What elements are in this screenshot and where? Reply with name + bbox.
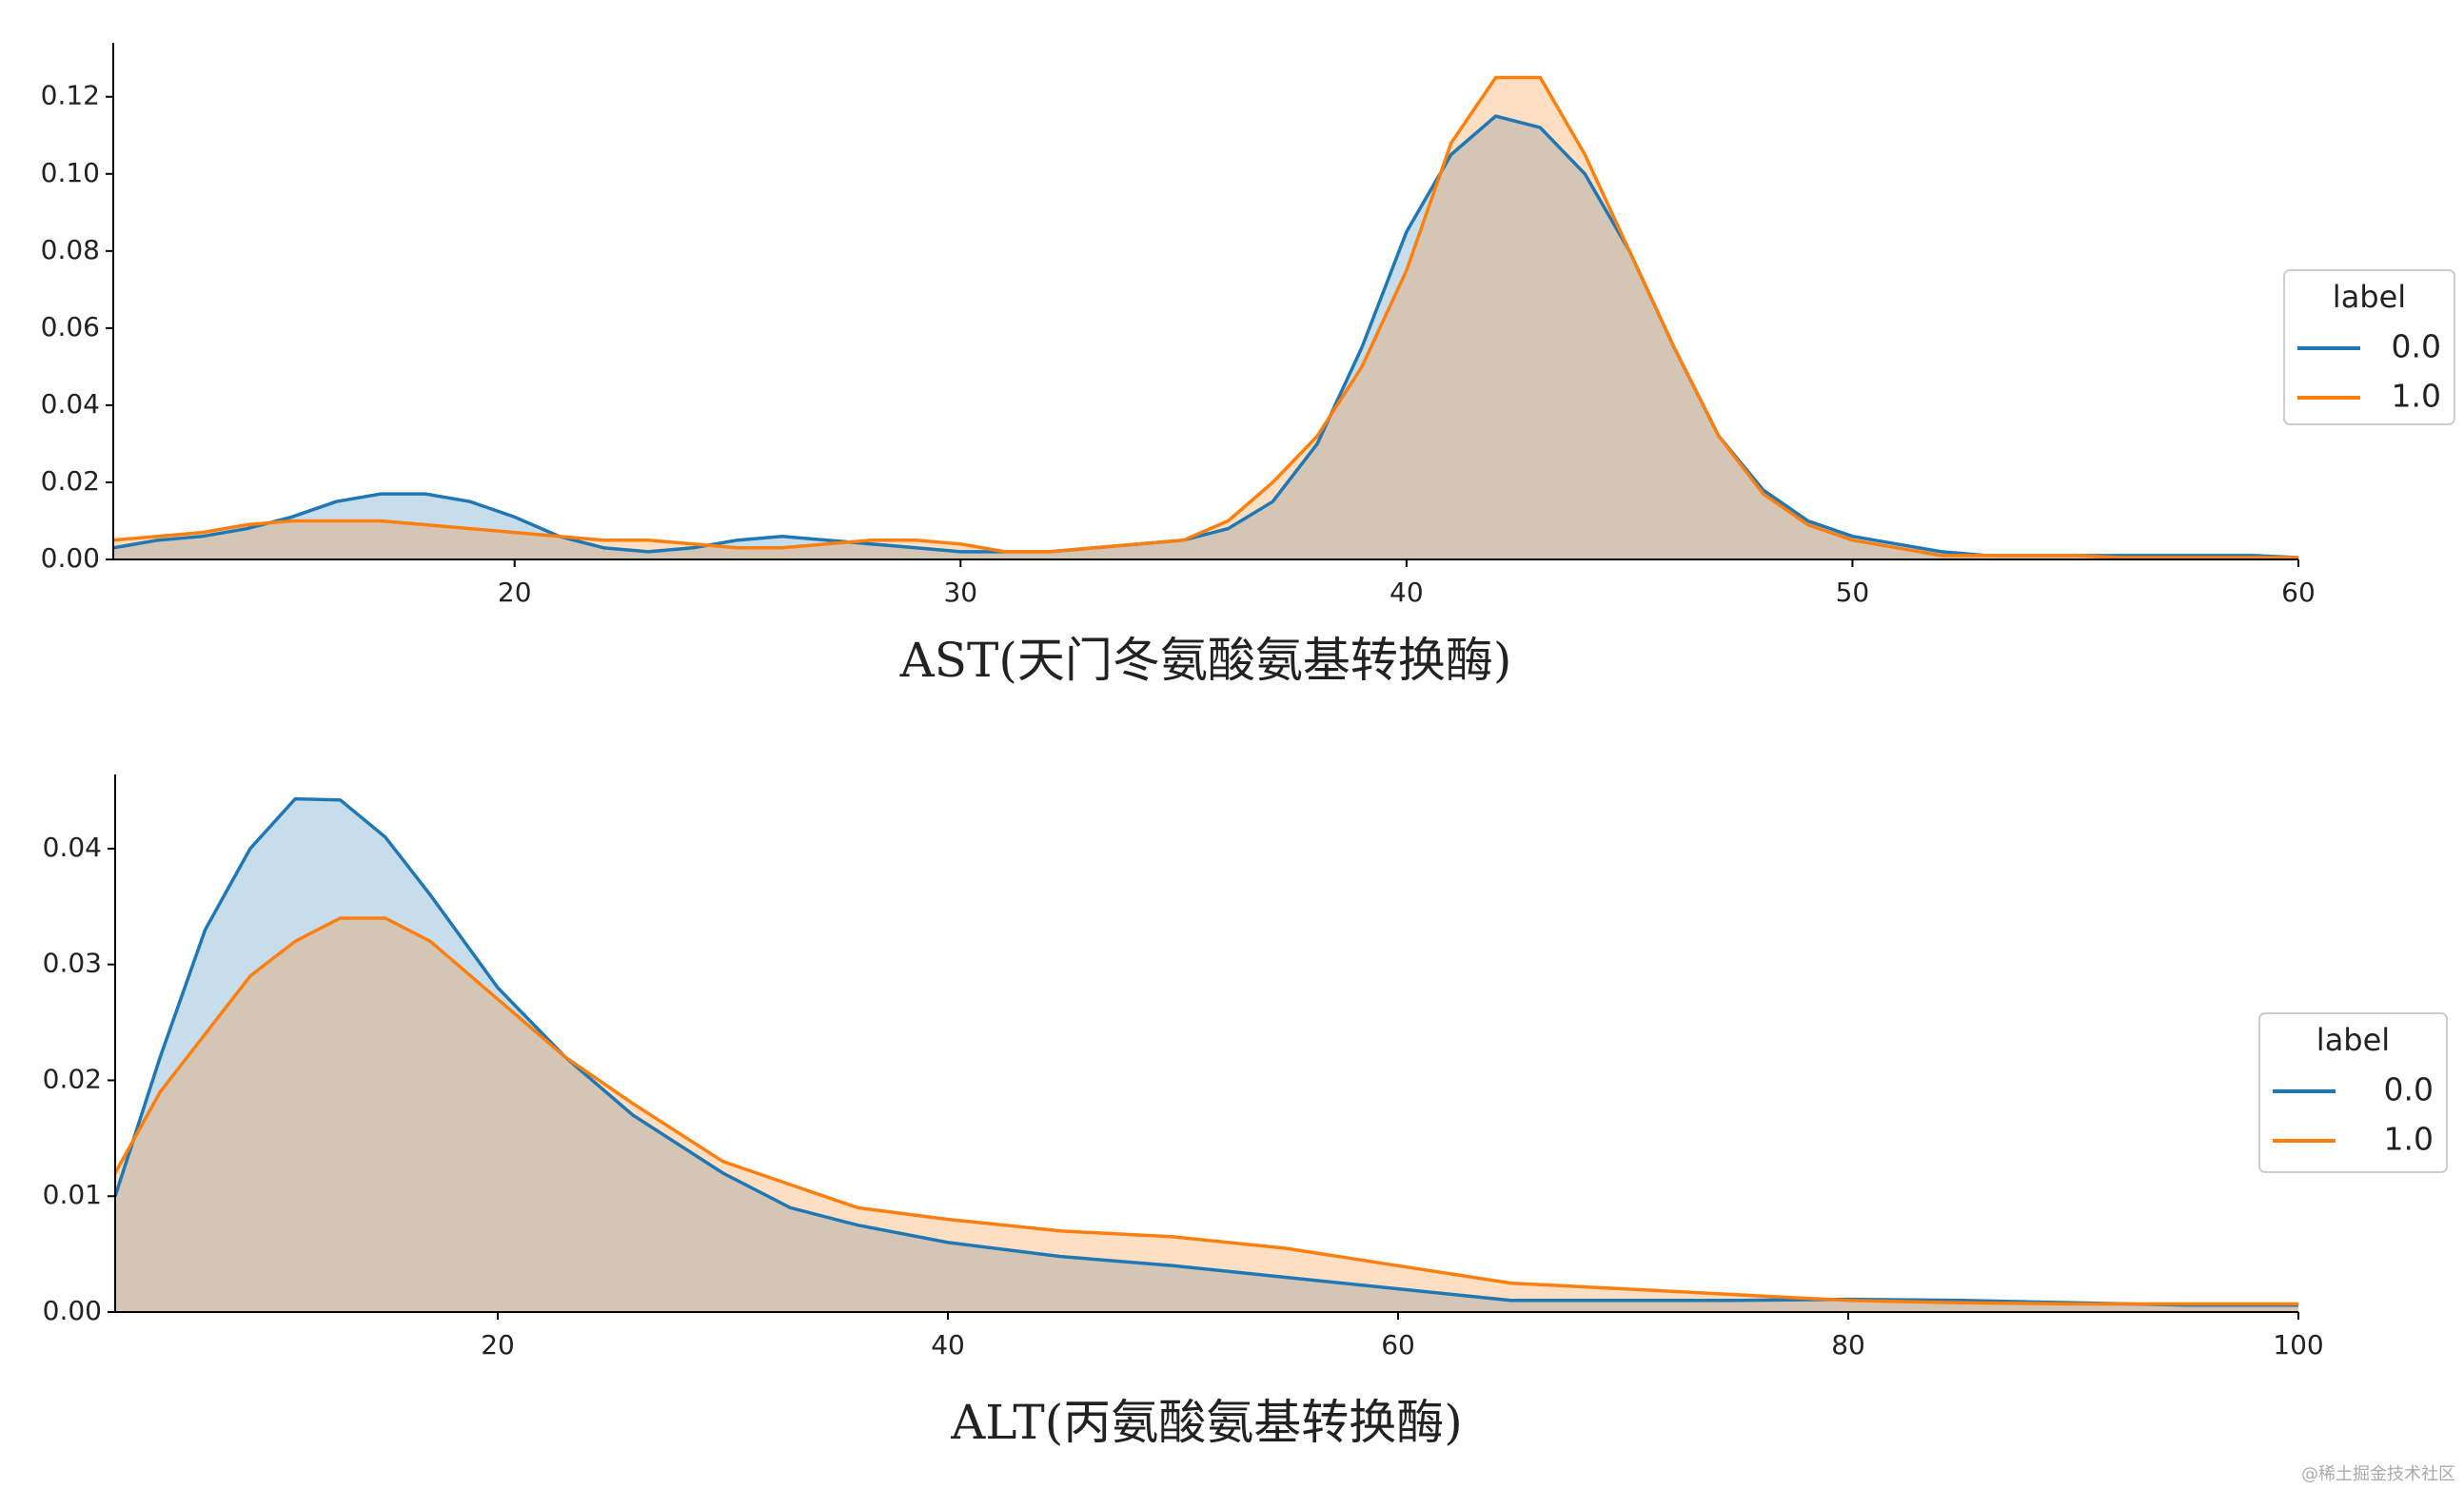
density-line [113,916,2298,1306]
legend-label: 0.0 [2384,1071,2434,1108]
x-tick-label: 60 [2281,577,2316,608]
y-tick-label: 0.02 [43,1063,102,1094]
x-axis-label: ALT(丙氨酸氨基转换酶) [950,1395,1463,1450]
x-tick-label: 30 [943,577,977,608]
x-tick-label: 50 [1836,577,1870,608]
density-line [112,114,2299,559]
legend-title: label [2333,279,2406,315]
x-tick-label: 100 [2273,1329,2323,1361]
legend-label: 0.0 [2392,328,2441,365]
area-fill [115,918,2298,1312]
x-tick-label: 40 [1390,577,1424,608]
legend-box [2258,1012,2448,1173]
y-tick-label: 0.03 [43,948,102,979]
legend-label: 1.0 [2384,1121,2434,1158]
y-tick-label: 0.08 [41,234,100,265]
x-tick-label: 20 [481,1329,515,1361]
y-tick-label: 0.00 [41,542,100,574]
y-tick-label: 0.10 [41,157,100,188]
y-tick-label: 0.02 [41,465,100,497]
area-fill [113,116,2298,559]
legend-title: label [2316,1022,2390,1058]
y-tick-label: 0.12 [41,80,100,111]
y-tick-label: 0.04 [43,832,102,863]
area-fill [113,77,2298,559]
y-tick-label: 0.00 [43,1295,102,1326]
legend-label: 1.0 [2392,378,2441,415]
legend-box [2283,269,2455,425]
x-tick-label: 60 [1381,1329,1415,1361]
area-fill [115,798,2298,1312]
x-tick-label: 20 [498,577,532,608]
density-line [112,75,2298,559]
y-tick-label: 0.04 [41,388,100,420]
x-axis-label: AST(天门冬氨酸氨基转换酶) [899,633,1512,688]
x-tick-label: 40 [931,1329,965,1361]
y-tick-label: 0.06 [41,311,100,343]
watermark: @稀土掘金技术社区 [2301,1464,2455,1484]
x-tick-label: 80 [1831,1329,1865,1361]
y-tick-label: 0.01 [43,1179,102,1210]
